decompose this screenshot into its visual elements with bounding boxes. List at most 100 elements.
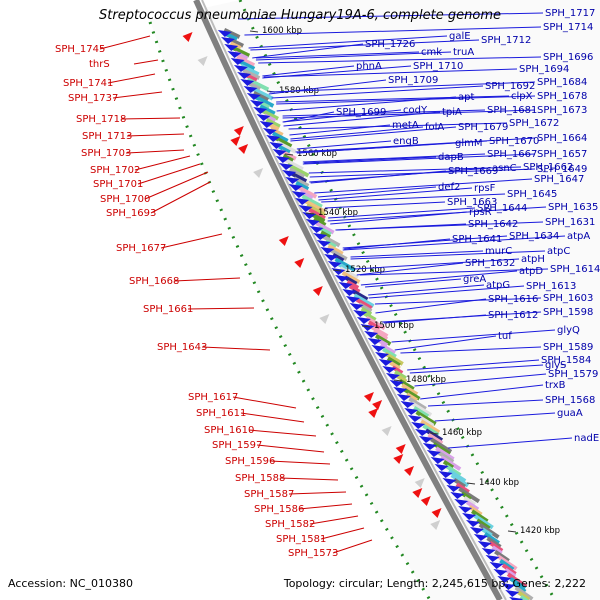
gene-label-forward[interactable]: SPH_1718: [76, 114, 126, 125]
gene-label-reverse[interactable]: glmM: [455, 138, 483, 149]
gene-label-reverse[interactable]: SPH_1647: [534, 174, 584, 185]
gene-label-forward[interactable]: SPH_1582: [265, 519, 315, 530]
gene-label-reverse[interactable]: SPH_1684: [537, 77, 587, 88]
gene-label-forward[interactable]: SPH_1702: [90, 165, 140, 176]
gene-label-reverse[interactable]: rpsR: [469, 207, 492, 218]
gene-label-reverse[interactable]: truA: [453, 47, 474, 58]
gene-label-reverse[interactable]: atpC: [547, 246, 570, 257]
gene-label-reverse[interactable]: SPH_1673: [537, 105, 587, 116]
gene-label-reverse[interactable]: SPH_1634: [509, 231, 559, 242]
gene-label-reverse[interactable]: SPH_1641: [452, 234, 502, 245]
gene-label-reverse[interactable]: SPH_1679: [458, 122, 508, 133]
gene-label-reverse[interactable]: SPH_1645: [507, 189, 557, 200]
gene-label-forward[interactable]: SPH_1588: [235, 473, 285, 484]
gene-label-reverse[interactable]: SPH_1672: [509, 118, 559, 129]
gene-label-reverse[interactable]: SPH_1568: [545, 395, 595, 406]
gene-label-reverse[interactable]: SPH_1709: [388, 75, 438, 86]
gene-label-reverse[interactable]: SPH_1714: [543, 22, 593, 33]
gene-label-reverse[interactable]: SPH_1598: [543, 307, 593, 318]
gene-label-reverse[interactable]: SPH_1710: [413, 61, 463, 72]
gene-label-forward[interactable]: SPH_1611: [196, 408, 246, 419]
gene-label-forward[interactable]: SPH_1596: [225, 456, 275, 467]
gene-label-reverse[interactable]: SPH_1694: [519, 64, 569, 75]
gene-label-reverse[interactable]: SPH_1649: [537, 164, 587, 175]
gene-label-reverse[interactable]: murC: [485, 246, 512, 257]
gene-label-reverse[interactable]: atpD: [519, 266, 543, 277]
gene-label-reverse[interactable]: SPH_1612: [488, 310, 538, 321]
gene-label-forward[interactable]: SPH_1737: [68, 93, 118, 104]
gene-label-reverse[interactable]: cmk: [421, 47, 442, 58]
gene-label-reverse[interactable]: SPH_1667: [487, 149, 537, 160]
gene-label-reverse[interactable]: SPH_1614: [550, 264, 600, 275]
gene-label-reverse[interactable]: SPH_1657: [537, 149, 587, 160]
gene-label-reverse[interactable]: SPH_1726: [365, 39, 415, 50]
right-label-connector: [317, 186, 437, 198]
gene-label-forward[interactable]: SPH_1703: [81, 148, 131, 159]
gene-label-reverse[interactable]: SPH_1699: [336, 107, 386, 118]
gene-label-forward[interactable]: SPH_1610: [204, 425, 254, 436]
gene-label-reverse[interactable]: dapB: [438, 152, 464, 163]
gene-label-reverse[interactable]: SPH_1579: [548, 369, 598, 380]
gene-label-reverse[interactable]: trxB: [545, 380, 566, 391]
gene-label-reverse[interactable]: glyS: [545, 360, 566, 371]
gene-label-reverse[interactable]: atpH: [521, 254, 545, 265]
gene-label-reverse[interactable]: SPH_1613: [526, 281, 576, 292]
gene-label-reverse[interactable]: glyQ: [557, 325, 580, 336]
gene-label-reverse[interactable]: SPH_1662: [523, 162, 573, 173]
gene-label-reverse[interactable]: SPH_1635: [548, 202, 598, 213]
gene-label-reverse[interactable]: greA: [463, 274, 486, 285]
gene-label-reverse[interactable]: asnC: [492, 163, 517, 174]
gene-label-reverse[interactable]: SPH_1644: [477, 203, 527, 214]
gene-label-reverse[interactable]: galE: [449, 31, 471, 42]
gene-label-reverse[interactable]: tuf: [498, 331, 512, 342]
gene-label-reverse[interactable]: SPH_1664: [537, 133, 587, 144]
gene-label-reverse[interactable]: SPH_1712: [481, 35, 531, 46]
gene-label-reverse[interactable]: SPH_1584: [541, 355, 591, 366]
gene-label-forward[interactable]: SPH_1617: [188, 392, 238, 403]
gene-label-reverse[interactable]: guaA: [557, 408, 583, 419]
gene-label-forward[interactable]: SPH_1668: [129, 276, 179, 287]
gene-label-reverse[interactable]: engB: [393, 136, 419, 147]
gene-label-reverse[interactable]: metA: [392, 120, 419, 131]
gene-label-reverse[interactable]: phnA: [356, 61, 382, 72]
gene-label-reverse[interactable]: SPH_1603: [543, 293, 593, 304]
gene-label-forward[interactable]: SPH_1741: [63, 78, 113, 89]
gene-label-reverse[interactable]: SPH_1616: [488, 294, 538, 305]
gene-label-reverse[interactable]: SPH_1589: [543, 342, 593, 353]
gene-label-forward[interactable]: SPH_1677: [116, 243, 166, 254]
gene-label-reverse[interactable]: apt: [458, 92, 474, 103]
gene-label-forward[interactable]: SPH_1586: [254, 504, 304, 515]
gene-label-reverse[interactable]: SPH_1692: [485, 81, 535, 92]
gene-label-forward[interactable]: SPH_1700: [100, 194, 150, 205]
gene-label-reverse[interactable]: SPH_1631: [545, 217, 595, 228]
gene-label-reverse[interactable]: SPH_1663: [447, 197, 497, 208]
gene-label-reverse[interactable]: nadE: [574, 433, 599, 444]
gene-label-reverse[interactable]: clpX: [511, 91, 533, 102]
gene-label-reverse[interactable]: def2: [438, 182, 460, 193]
gene-label-forward[interactable]: SPH_1587: [244, 489, 294, 500]
gene-label-forward[interactable]: SPH_1643: [157, 342, 207, 353]
gene-label-reverse[interactable]: codY: [403, 105, 428, 116]
gene-label-reverse[interactable]: SPH_1678: [537, 91, 587, 102]
gene-label-reverse[interactable]: SPH_1669: [448, 166, 498, 177]
gene-label-forward[interactable]: thrS: [89, 59, 110, 70]
gene-label-forward[interactable]: SPH_1661: [143, 304, 193, 315]
gene-label-reverse[interactable]: SPH_1681: [487, 105, 537, 116]
gene-label-forward[interactable]: SPH_1701: [93, 179, 143, 190]
gene-label-forward[interactable]: SPH_1713: [82, 131, 132, 142]
gene-label-reverse[interactable]: SPH_1632: [465, 258, 515, 269]
gene-label-reverse[interactable]: SPH_1642: [468, 219, 518, 230]
gene-label-forward[interactable]: SPH_1573: [288, 548, 338, 559]
gene-label-forward[interactable]: SPH_1693: [106, 208, 156, 219]
gene-label-forward[interactable]: SPH_1745: [55, 44, 105, 55]
gene-label-reverse[interactable]: SPH_1670: [489, 136, 539, 147]
gene-label-reverse[interactable]: SPH_1717: [545, 8, 595, 19]
gene-label-reverse[interactable]: tpiA: [442, 107, 462, 118]
gene-label-reverse[interactable]: atpA: [567, 231, 590, 242]
gene-label-reverse[interactable]: rpsF: [474, 183, 496, 194]
gene-label-reverse[interactable]: folA: [425, 122, 444, 133]
gene-label-reverse[interactable]: atpG: [486, 280, 510, 291]
gene-label-reverse[interactable]: SPH_1696: [543, 52, 593, 63]
gene-label-forward[interactable]: SPH_1581: [276, 534, 326, 545]
gene-label-forward[interactable]: SPH_1597: [212, 440, 262, 451]
